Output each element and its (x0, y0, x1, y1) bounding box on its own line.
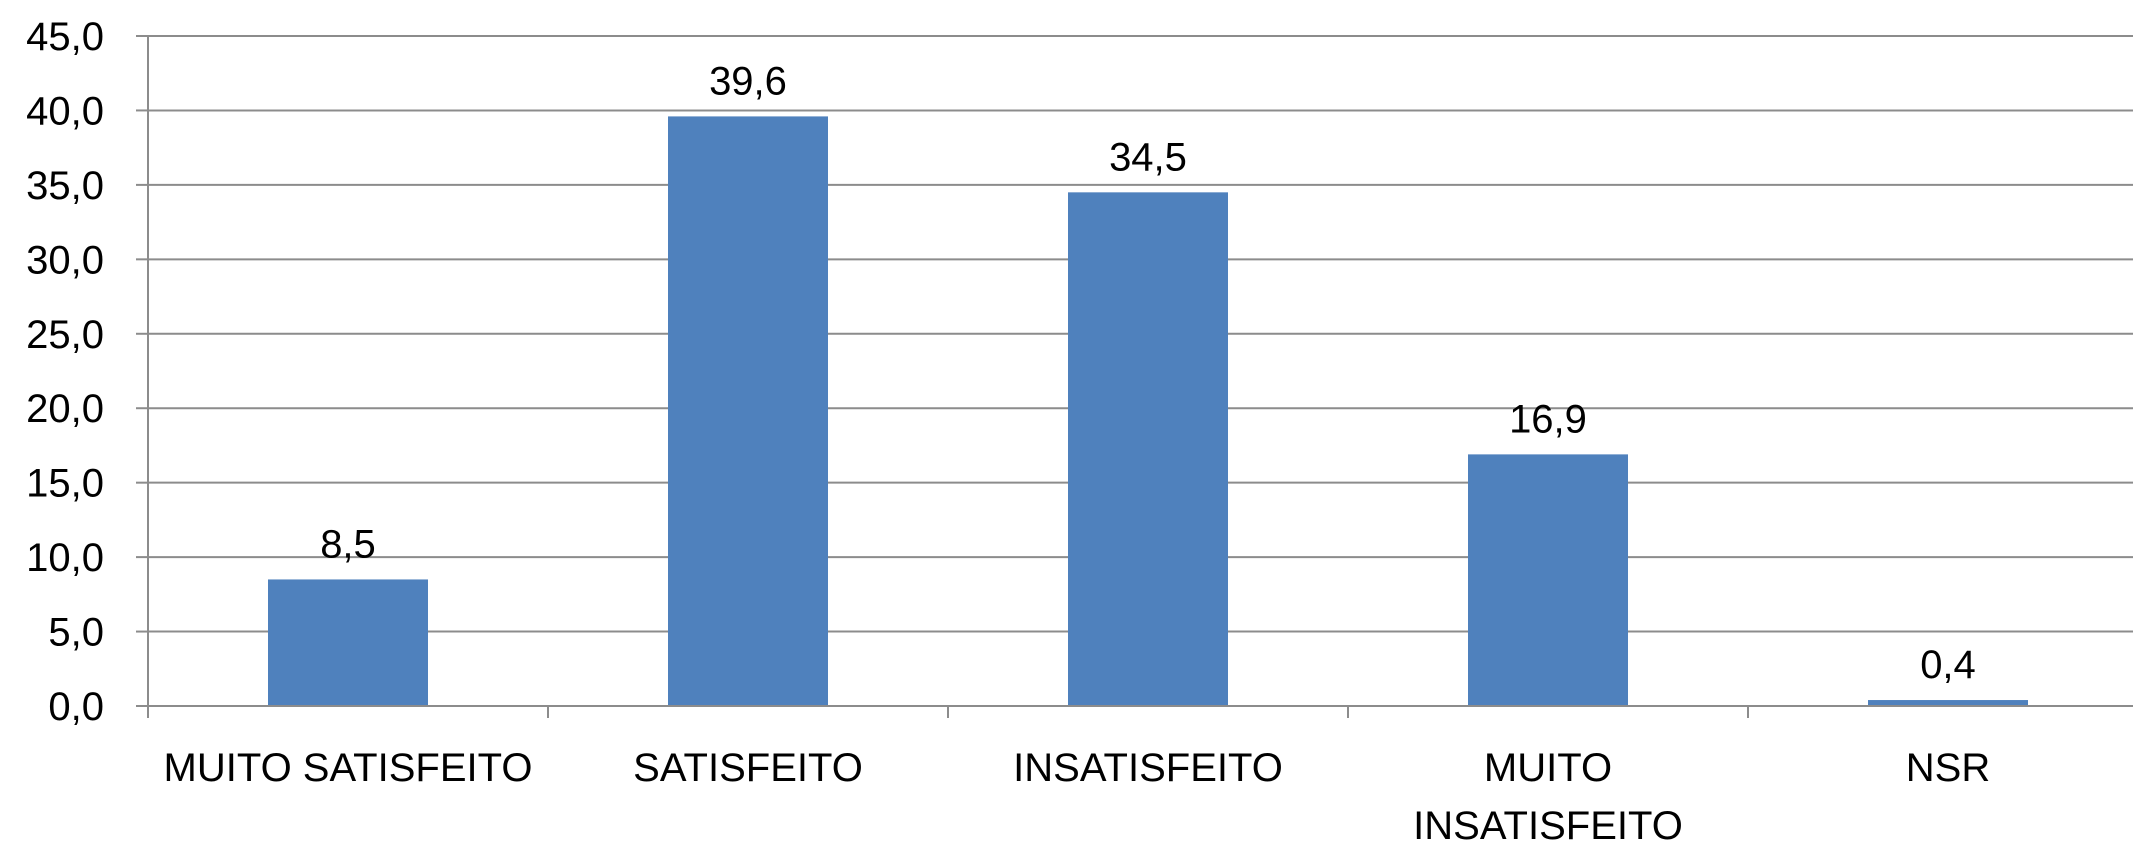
y-tick-label: 30,0 (26, 238, 104, 282)
bar-3 (1468, 454, 1628, 706)
data-label-1: 39,6 (709, 59, 787, 103)
category-label-4-0: NSR (1906, 746, 1990, 790)
category-label-3-0: MUITO (1484, 746, 1612, 790)
y-tick-label: 25,0 (26, 313, 104, 357)
data-label-4: 0,4 (1920, 643, 1976, 687)
category-label-1-0: SATISFEITO (633, 746, 863, 790)
category-label-3-1: INSATISFEITO (1413, 804, 1683, 843)
data-label-3: 16,9 (1509, 397, 1587, 441)
y-tick-label: 0,0 (48, 685, 104, 729)
data-label-2: 34,5 (1109, 135, 1187, 179)
bar-1 (668, 116, 828, 706)
y-tick-label: 20,0 (26, 387, 104, 431)
y-axis-tick-labels: 0,0 5,0 10,0 15,0 20,0 25,0 30,0 35,0 40,0 45,0 (26, 15, 148, 729)
y-tick-label: 35,0 (26, 164, 104, 208)
y-tick-label: 15,0 (26, 462, 104, 506)
y-tick-label: 10,0 (26, 536, 104, 580)
data-labels: 8,5 39,6 34,5 16,9 0,4 (320, 59, 1976, 687)
data-label-0: 8,5 (320, 522, 376, 566)
bar-0 (268, 579, 428, 706)
bar-4 (1868, 700, 2028, 706)
y-tick-label: 40,0 (26, 89, 104, 133)
y-tick-label: 5,0 (48, 611, 104, 655)
category-label-0-0: MUITO SATISFEITO (164, 746, 533, 790)
bars (268, 116, 2028, 707)
y-tick-label: 45,0 (26, 15, 104, 59)
axes (147, 36, 2133, 718)
x-axis-category-labels: MUITO SATISFEITO SATISFEITO INSATISFEITO MU… (164, 746, 1991, 843)
category-label-2-0: INSATISFEITO (1013, 746, 1283, 790)
bar-2 (1068, 192, 1228, 707)
